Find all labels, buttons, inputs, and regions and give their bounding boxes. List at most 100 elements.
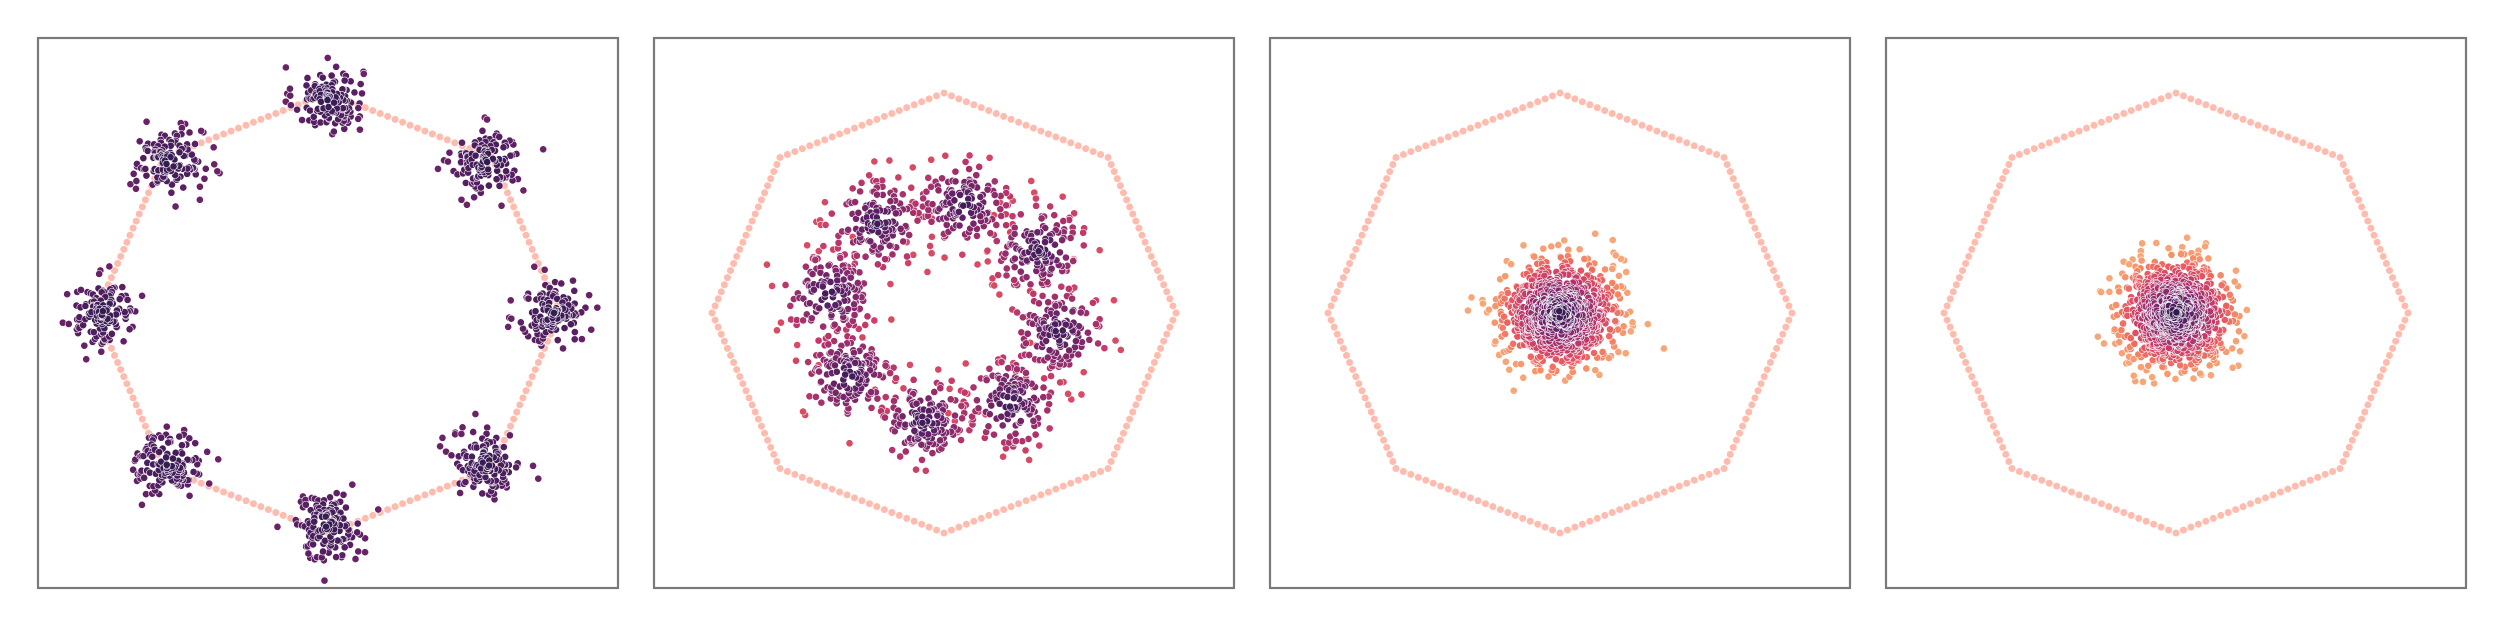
sample-point [984, 422, 993, 431]
boundary-point [1355, 380, 1363, 388]
sample-point [968, 412, 976, 421]
boundary-point [1496, 112, 1504, 120]
boundary-point [947, 92, 955, 100]
sample-point [1079, 228, 1088, 237]
sample-point [2225, 290, 2234, 299]
sample-point [1013, 308, 1021, 317]
boundary-point [2358, 203, 2366, 211]
sample-point [1598, 348, 1607, 356]
sample-point [955, 221, 964, 230]
boundary-point [1358, 231, 1366, 239]
boundary-point [1429, 479, 1437, 487]
sample-point [2129, 355, 2138, 363]
boundary-point [1364, 217, 1372, 225]
sample-point [95, 270, 104, 278]
boundary-point [1980, 217, 1988, 225]
sample-point [143, 147, 152, 155]
sample-point [1016, 417, 1025, 425]
sample-point [2232, 266, 2240, 275]
sample-point [1059, 217, 1068, 225]
sample-point [2124, 284, 2133, 293]
boundary-point [1129, 210, 1137, 218]
boundary-point [2090, 497, 2098, 505]
boundary-point [1107, 161, 1115, 169]
boundary-point [1760, 373, 1768, 381]
sample-point [557, 279, 566, 288]
sample-point [179, 183, 188, 192]
sample-point [2105, 288, 2114, 296]
sample-point [1066, 234, 1075, 242]
sample-point [306, 106, 314, 115]
boundary-point [2339, 457, 2347, 465]
boundary-point [1980, 401, 1988, 409]
boundary-point [1489, 503, 1497, 511]
sample-point [912, 465, 920, 474]
sample-point [332, 62, 341, 71]
boundary-point [2187, 523, 2195, 531]
boundary-point [1742, 415, 1750, 423]
boundary-point [1166, 295, 1174, 303]
boundary-point [767, 443, 775, 451]
sample-point [132, 184, 140, 193]
sample-point [2093, 332, 2102, 341]
boundary-point [1645, 494, 1653, 502]
sample-point [827, 209, 836, 218]
sample-point [907, 183, 916, 192]
boundary-point [865, 500, 873, 508]
boundary-point [1723, 161, 1731, 169]
sample-point [1037, 214, 1046, 223]
sample-point [928, 200, 937, 209]
sample-point [927, 155, 936, 164]
boundary-point [2269, 127, 2277, 135]
boundary-point [2083, 494, 2091, 502]
sample-point [819, 242, 828, 250]
sample-point [470, 193, 478, 202]
boundary-point [1333, 288, 1341, 296]
boundary-point [1698, 473, 1706, 481]
boundary-point [2355, 422, 2363, 430]
boundary-point [757, 196, 765, 204]
boundary-point [249, 500, 257, 508]
sample-point [851, 359, 859, 367]
boundary-point [2030, 473, 2038, 481]
sample-point [999, 452, 1007, 461]
sample-point [195, 195, 204, 204]
boundary-point [1399, 151, 1407, 159]
sample-point [82, 355, 91, 364]
sample-point [997, 212, 1006, 220]
sample-point [996, 205, 1005, 214]
boundary-point [2232, 506, 2240, 514]
boundary-point [1773, 344, 1781, 352]
boundary-point [798, 473, 806, 481]
sample-point [957, 401, 966, 410]
boundary-point [1623, 503, 1631, 511]
sample-point [909, 208, 918, 217]
sample-point [478, 489, 487, 498]
sample-point [898, 412, 907, 421]
sample-point [826, 278, 835, 286]
sample-point [1503, 318, 1512, 327]
boundary-point [1675, 482, 1683, 490]
boundary-point [2370, 387, 2378, 395]
boundary-point [1601, 511, 1609, 519]
boundary-point [1067, 139, 1075, 147]
boundary-point [1339, 344, 1347, 352]
sample-point [1062, 253, 1070, 262]
sample-point [957, 436, 965, 444]
boundary-point [1407, 470, 1415, 478]
sample-point [495, 133, 504, 141]
boundary-point [451, 139, 459, 147]
sample-point [917, 440, 926, 449]
boundary-point [516, 401, 524, 409]
sample-point [456, 489, 464, 497]
sample-point [928, 232, 936, 241]
boundary-point [2395, 288, 2403, 296]
sample-point [926, 242, 934, 250]
sample-point [304, 549, 313, 558]
boundary-point [727, 267, 735, 275]
sample-point [2231, 310, 2239, 319]
boundary-point [1386, 450, 1394, 458]
sample-point [861, 321, 870, 329]
sample-point [1022, 369, 1030, 377]
boundary-point [2367, 394, 2375, 402]
